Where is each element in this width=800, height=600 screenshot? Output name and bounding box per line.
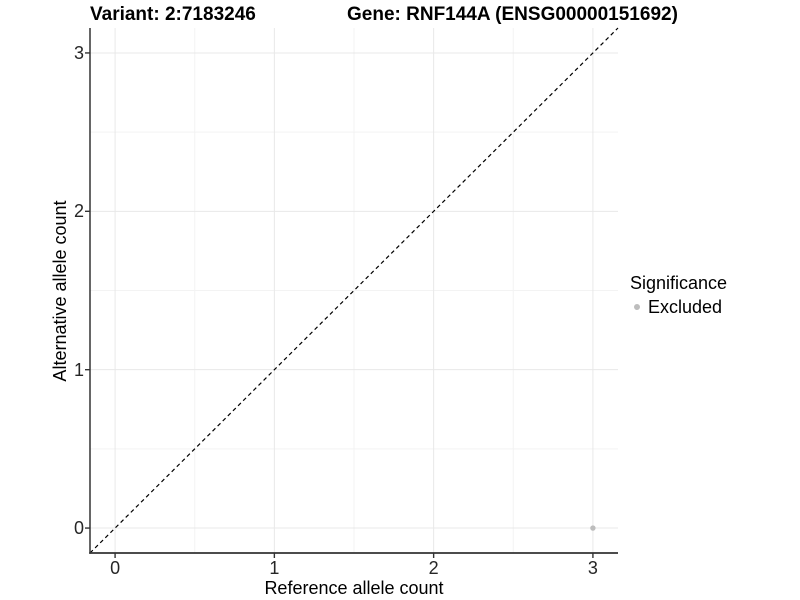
x-tick-label: 2 [428,558,439,578]
y-tick-label: 0 [73,518,84,539]
legend-point-icon [634,304,640,310]
gene-title: Gene: RNF144A (ENSG00000151692) [347,4,678,25]
y-tick-label: 2 [73,201,84,222]
legend: Significance Excluded [630,272,727,317]
x-tick-label: 0 [110,558,121,578]
legend-title: Significance [630,273,728,293]
legend-entry-excluded: Excluded [630,297,727,317]
y-tick-label: 3 [73,42,84,63]
x-tick-label: 1 [269,558,280,578]
variant-title: Variant: 2:7183246 [90,4,256,25]
x-tick-label: 3 [587,558,598,578]
identity-dashed-line [89,27,619,554]
y-tick-label: 1 [73,359,84,380]
data-point [590,525,596,531]
x-axis-title: Reference allele count [264,578,444,598]
legend-entry-label: Excluded [648,297,723,317]
y-axis-title: Alternative allele count [50,200,70,382]
